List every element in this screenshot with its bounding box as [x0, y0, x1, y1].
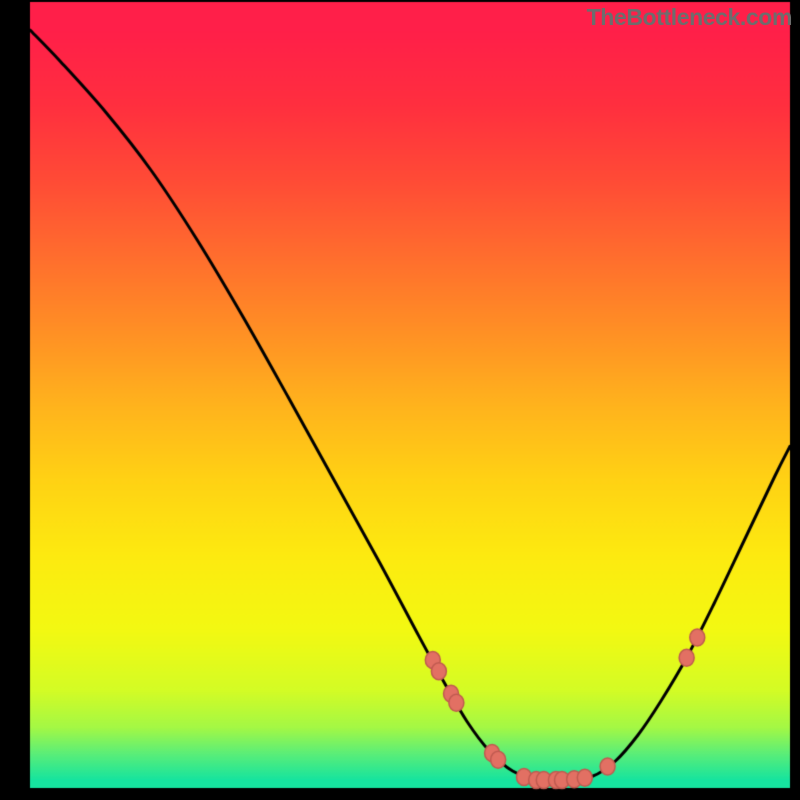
bottleneck-chart [0, 0, 800, 800]
chart-container: { "watermark": { "text": "TheBottleneck.… [0, 0, 800, 800]
watermark-text: TheBottleneck.com [587, 4, 792, 31]
